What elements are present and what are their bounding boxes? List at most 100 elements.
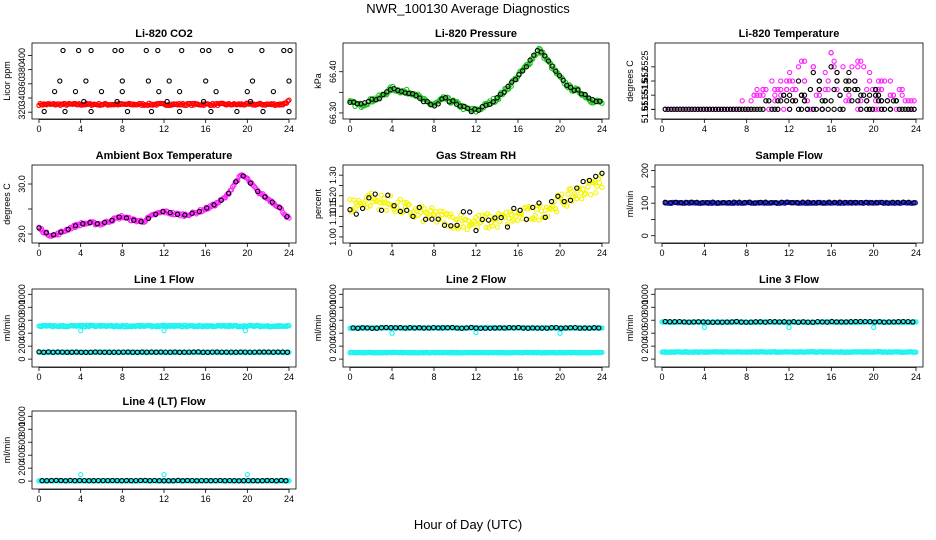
data-point [388,325,394,331]
data-point [815,200,822,206]
plot-frame [342,164,610,244]
data-point [558,325,564,331]
data-point [206,47,212,54]
data-point [161,327,167,334]
data-point [789,200,795,206]
data-point [789,98,796,104]
data-point [281,47,287,54]
data-point [804,98,811,104]
y-axis-label: ml/min [2,315,12,342]
data-point [908,98,914,104]
data-point [819,106,825,112]
x-tick-label: 16 [513,372,523,382]
y-tick-label: 100 [640,196,650,211]
data-point [570,193,576,200]
data-point [911,200,917,206]
x-tick-label: 20 [555,124,565,134]
y-tick-label: 51.6515 [640,79,650,112]
data-point [824,319,830,325]
data-point [895,319,902,325]
data-point [218,197,224,203]
data-point [448,223,454,229]
data-point [424,98,430,105]
data-point [872,98,879,104]
data-point [890,98,897,104]
data-point [798,58,805,64]
data-point [837,199,843,205]
data-point [846,69,852,76]
data-point [148,108,155,115]
y-tick-label: 1000 [17,284,27,304]
data-point [354,101,361,107]
data-point [182,212,188,218]
data-point [479,216,485,223]
x-tick-label: 4 [389,372,394,382]
data-point [362,198,368,205]
x-tick-label: 8 [120,248,125,258]
data-point [893,98,899,104]
x-tick-label: 12 [159,494,169,504]
data-point [467,209,473,215]
data-point [527,57,533,63]
panel-title: Line 3 Flow [759,274,819,286]
data-point [849,64,855,70]
data-point [545,58,552,64]
data-point [553,324,559,331]
data-point [763,86,769,93]
data-point [908,106,914,112]
data-point [795,319,802,325]
data-point [726,199,732,206]
data-point [822,98,828,104]
data-point [681,319,687,325]
data-point [852,86,858,93]
data-point [667,200,674,206]
data-point [123,215,130,221]
data-point [497,219,503,225]
data-point [840,64,846,70]
x-tick-label: 16 [826,248,836,258]
data-point [247,98,254,105]
series-flush-flow [659,349,919,355]
data-point [752,200,758,206]
data-point [413,92,419,98]
x-tick-label: 12 [471,248,481,258]
data-point [429,205,435,211]
data-point [124,108,131,115]
data-point [539,325,545,331]
data-point [537,46,543,52]
data-point [878,78,885,84]
data-point [364,325,370,331]
data-point [855,106,861,112]
data-point [364,204,371,210]
data-point [775,86,781,93]
data-point [769,106,775,112]
data-point [853,199,859,206]
x-tick-label: 20 [242,372,252,382]
data-point [203,78,209,84]
data-point [772,92,778,98]
data-point [376,96,383,102]
data-point [501,325,507,331]
data-point [359,205,366,212]
data-point [757,199,764,206]
data-point [875,78,882,84]
y-tick-label: 1000 [328,284,338,304]
data-point [474,224,480,231]
data-point [57,78,63,84]
data-point [895,199,901,206]
data-point [710,199,716,205]
panel-p6: Sample Flow ml/min 0 4 8 12 16 20 24 0 100 200 [625,150,924,258]
data-point [145,215,152,222]
data-point [751,106,757,112]
x-tick-label: 16 [201,372,211,382]
data-point [775,106,781,112]
x-tick-label: 12 [471,372,481,382]
data-point [501,89,507,95]
data-point [858,200,864,206]
data-point [505,83,511,90]
x-tick-label: 0 [347,372,352,382]
data-point [719,319,725,325]
x-tick-label: 24 [911,372,921,382]
data-point [872,319,878,325]
